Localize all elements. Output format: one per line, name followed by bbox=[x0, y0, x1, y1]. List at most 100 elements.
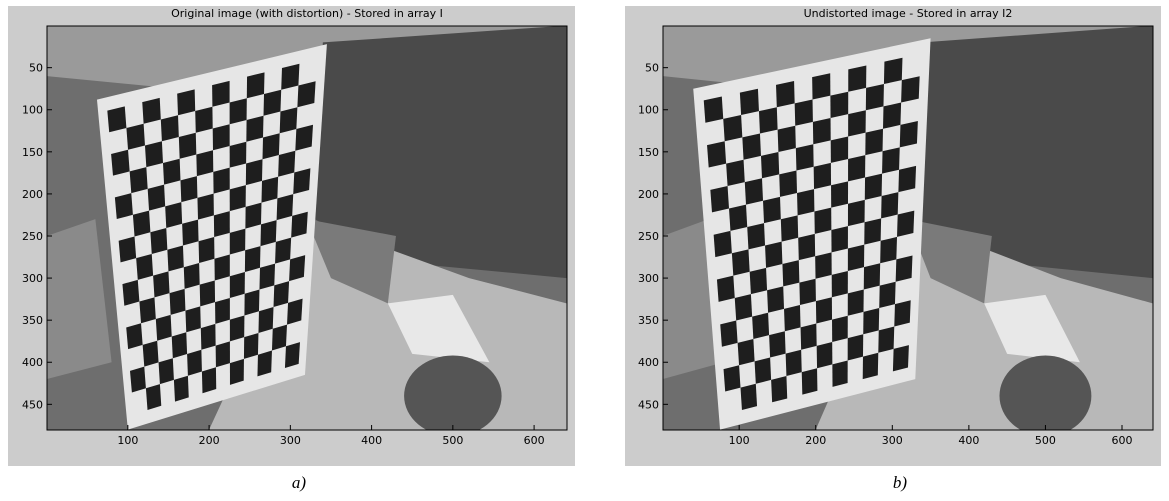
checker-square bbox=[865, 174, 882, 200]
checker-square bbox=[261, 177, 278, 203]
checker-square bbox=[213, 124, 230, 150]
y-tick-label: 400 bbox=[22, 356, 43, 369]
image bbox=[47, 26, 567, 437]
checker-square bbox=[246, 159, 263, 185]
checker-square bbox=[107, 106, 126, 132]
checker-square bbox=[177, 89, 195, 115]
checker-square bbox=[126, 124, 145, 150]
checker-square bbox=[122, 280, 139, 306]
y-tick-label: 200 bbox=[22, 188, 43, 201]
checker-square bbox=[246, 116, 263, 142]
checker-square bbox=[704, 96, 724, 122]
checker-square bbox=[230, 315, 245, 341]
checker-square bbox=[262, 133, 279, 159]
y-tick-label: 200 bbox=[638, 188, 659, 201]
panel-title: Original image (with distortion) - Store… bbox=[171, 7, 443, 20]
checker-square bbox=[139, 297, 155, 323]
checker-square bbox=[187, 350, 202, 376]
checker-square bbox=[163, 159, 180, 185]
checker-square bbox=[230, 272, 245, 298]
x-tick-label: 600 bbox=[1111, 434, 1132, 447]
x-tick-label: 300 bbox=[882, 434, 903, 447]
checker-square bbox=[798, 234, 815, 260]
x-tick-label: 300 bbox=[280, 434, 301, 447]
checker-square bbox=[170, 289, 186, 315]
checker-square bbox=[815, 252, 832, 278]
x-tick-label: 500 bbox=[1035, 434, 1056, 447]
checker-square bbox=[720, 320, 737, 346]
checker-square bbox=[274, 281, 290, 307]
checker-square bbox=[230, 185, 246, 211]
checker-square bbox=[883, 103, 901, 129]
checker-square bbox=[759, 107, 778, 133]
checker-square bbox=[816, 297, 832, 323]
checker-square bbox=[130, 367, 146, 393]
x-tick-label: 100 bbox=[729, 434, 750, 447]
checker-square bbox=[786, 350, 802, 376]
checker-square bbox=[750, 268, 767, 294]
checker-square bbox=[813, 118, 831, 144]
checker-square bbox=[196, 150, 213, 176]
checker-square bbox=[880, 237, 897, 263]
y-tick-label: 300 bbox=[638, 272, 659, 285]
checker-square bbox=[148, 185, 165, 211]
checker-square bbox=[752, 313, 769, 339]
checker-square bbox=[831, 226, 848, 252]
checker-square bbox=[277, 194, 294, 220]
checker-square bbox=[726, 160, 745, 186]
checker-square bbox=[275, 238, 291, 264]
checker-square bbox=[832, 316, 848, 342]
checker-square bbox=[195, 107, 212, 133]
checker-square bbox=[297, 81, 315, 107]
checker-square bbox=[779, 171, 797, 197]
checker-square bbox=[864, 263, 880, 289]
checker-square bbox=[893, 345, 909, 371]
checker-square bbox=[717, 276, 735, 302]
checker-square bbox=[740, 89, 759, 115]
checker-square bbox=[848, 245, 864, 271]
checker-square bbox=[710, 186, 729, 212]
checker-square bbox=[111, 150, 130, 176]
checker-square bbox=[145, 141, 163, 167]
checker-square bbox=[244, 290, 259, 316]
checker-square bbox=[200, 280, 215, 306]
ball bbox=[404, 356, 502, 437]
checker-square bbox=[146, 384, 161, 410]
checker-square bbox=[778, 126, 796, 152]
checker-square bbox=[765, 242, 782, 268]
checker-square bbox=[784, 305, 801, 331]
checker-square bbox=[771, 376, 787, 402]
checker-square bbox=[172, 332, 187, 358]
checker-square bbox=[763, 197, 781, 223]
checker-square bbox=[182, 220, 198, 246]
y-tick-label: 150 bbox=[638, 146, 659, 159]
checker-square bbox=[769, 331, 786, 357]
checker-square bbox=[165, 202, 182, 228]
y-tick-label: 400 bbox=[638, 356, 659, 369]
y-tick-label: 100 bbox=[22, 104, 43, 117]
checker-square bbox=[742, 134, 761, 160]
checker-square bbox=[130, 167, 148, 193]
checker-square bbox=[244, 333, 259, 359]
checker-square bbox=[260, 220, 276, 246]
checker-square bbox=[745, 178, 763, 204]
checker-square bbox=[215, 298, 230, 324]
checker-square bbox=[747, 223, 765, 249]
checker-square bbox=[184, 263, 200, 289]
checker-square bbox=[257, 350, 272, 376]
checker-square bbox=[801, 323, 817, 349]
checker-square bbox=[213, 168, 229, 194]
checker-square bbox=[729, 205, 747, 231]
checker-square bbox=[738, 339, 755, 365]
y-tick-label: 50 bbox=[29, 62, 43, 75]
checker-square bbox=[724, 365, 741, 391]
checker-square bbox=[247, 72, 265, 98]
checker-square bbox=[896, 255, 913, 281]
checker-square bbox=[179, 133, 196, 159]
checker-square bbox=[817, 342, 833, 368]
checker-square bbox=[126, 323, 142, 349]
checker-square bbox=[185, 306, 200, 332]
checker-square bbox=[119, 236, 136, 262]
checker-square bbox=[802, 368, 818, 394]
checker-square bbox=[848, 65, 866, 91]
